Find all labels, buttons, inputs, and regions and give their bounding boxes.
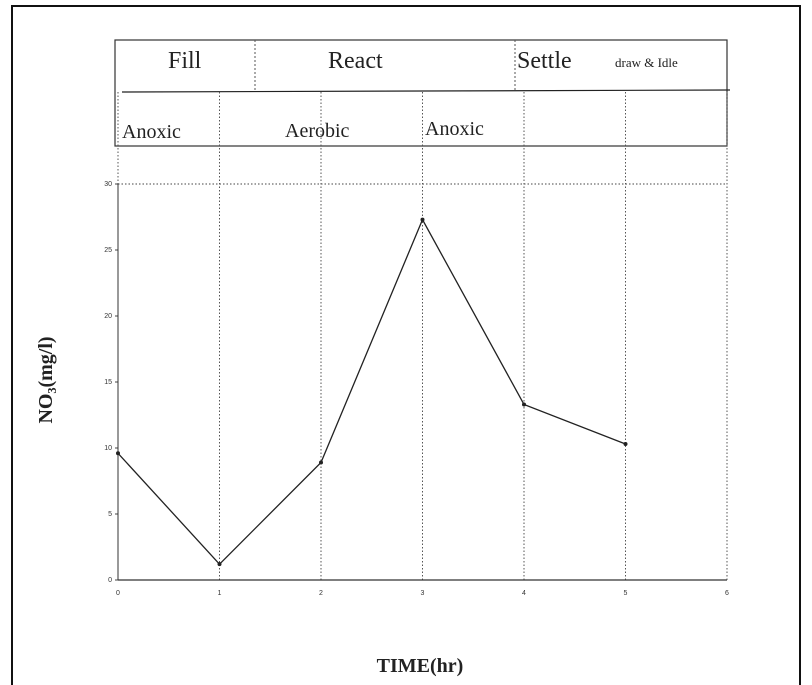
data-point [319, 460, 323, 465]
x-tick-label: 6 [725, 590, 729, 597]
y-tick-label: 0 [108, 577, 112, 584]
y-tick-label: 30 [104, 181, 112, 188]
x-tick-label: 0 [116, 590, 120, 597]
condition-label: Anoxic [122, 121, 181, 143]
y-tick-label: 20 [104, 313, 112, 320]
frame [11, 5, 801, 685]
data-point [217, 562, 222, 567]
phase-label: Settle [517, 48, 572, 74]
condition-label: Aerobic [285, 120, 350, 142]
phase-label: React [328, 48, 383, 74]
x-tick-label: 1 [218, 590, 222, 597]
y-tick-label: 5 [108, 511, 112, 518]
x-tick-label: 5 [624, 590, 628, 597]
y-tick-label: 10 [104, 445, 112, 452]
data-point [420, 217, 425, 222]
data-line [117, 218, 626, 566]
y-tick-label: 15 [104, 379, 112, 386]
x-tick-label: 4 [522, 590, 526, 597]
x-tick-label: 2 [319, 590, 323, 597]
y-tick-label: 25 [104, 247, 112, 254]
condition-label: Anoxic [425, 118, 484, 140]
phase-separator [121, 89, 731, 93]
y-axis-label: NO₃(mg/l) [35, 336, 57, 423]
data-point [116, 451, 120, 456]
data-point [623, 442, 628, 447]
x-axis-label: TIME(hr) [377, 655, 464, 677]
phase-label: Fill [168, 48, 202, 74]
x-tick-label: 3 [421, 590, 425, 597]
phase-label: draw & Idle [615, 55, 678, 70]
data-point [522, 402, 526, 407]
